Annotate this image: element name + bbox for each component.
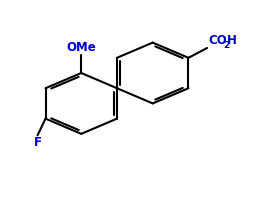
Text: OMe: OMe [66,41,96,54]
Text: 2: 2 [223,41,229,50]
Text: H: H [226,34,236,47]
Text: CO: CO [208,34,227,47]
Text: F: F [34,136,41,149]
